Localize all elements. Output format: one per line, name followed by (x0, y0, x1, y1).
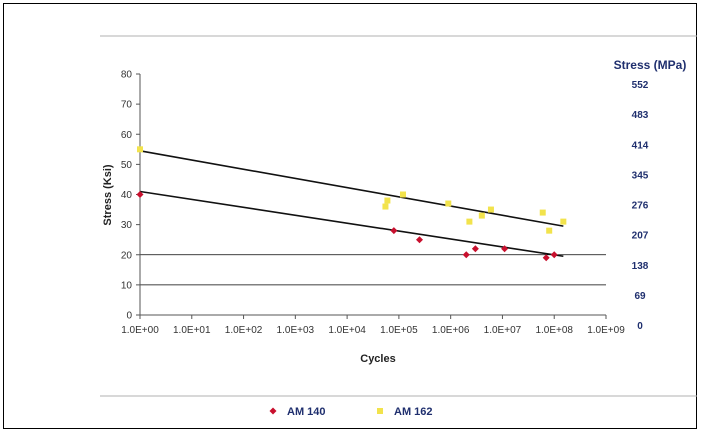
x-tick-label: 1.0E+06 (432, 325, 470, 336)
x-tick-label: 1.0E+02 (225, 325, 263, 336)
data-point (136, 191, 144, 198)
data-point (471, 245, 479, 253)
data-point (487, 206, 494, 213)
y-tick-label: 50 (121, 160, 133, 171)
y2-tick-label: 414 (632, 140, 649, 151)
y2-tick-label: 138 (632, 261, 649, 272)
data-point (466, 218, 473, 225)
data-point (462, 251, 470, 259)
data-point (539, 209, 546, 216)
data-point (390, 227, 398, 235)
y2-tick-labels: 0 69 138 207 276 345 414 483 552 (632, 80, 649, 332)
x-tick-label: 1.0E+04 (328, 325, 366, 336)
y2-tick-label: 69 (634, 291, 646, 302)
legend-label: AM 140 (287, 406, 326, 418)
trendline (139, 190, 564, 258)
data-point (550, 251, 558, 259)
chart-frame (3, 3, 697, 429)
data-points (136, 146, 567, 262)
x-tick-label: 1.0E+07 (484, 325, 522, 336)
data-point (382, 203, 389, 210)
data-point (415, 236, 423, 244)
data-point (384, 197, 391, 204)
y-tick-label: 80 (121, 70, 133, 81)
y2-tick-label: 207 (632, 231, 649, 242)
data-point (542, 254, 550, 262)
legend: AM 140 AM 162 (269, 406, 433, 418)
data-point (137, 146, 143, 153)
data-point (269, 407, 277, 415)
legend-label: AM 162 (394, 406, 433, 418)
data-point (445, 200, 452, 207)
x-tick-label: 1.0E+00 (121, 325, 159, 336)
trendline (139, 150, 564, 227)
y-tick-label: 20 (121, 250, 133, 261)
data-point (560, 218, 567, 225)
x-tick-label: 1.0E+08 (535, 325, 573, 336)
x-tick-labels: 1.0E+00 1.0E+01 1.0E+02 1.0E+03 1.0E+04 1.0E+… (121, 315, 625, 336)
y-tick-label: 60 (121, 130, 133, 141)
y2-tick-label: 0 (637, 321, 643, 332)
data-point (478, 212, 485, 219)
y2-tick-label: 483 (632, 110, 649, 121)
y-axis-label: Stress (Ksi) (102, 164, 114, 225)
x-tick-label: 1.0E+01 (173, 325, 211, 336)
y-tick-label: 40 (121, 190, 133, 201)
axes (139, 74, 606, 316)
x-tick-label: 1.0E+09 (587, 325, 625, 336)
y2-tick-label: 552 (632, 80, 649, 91)
y-tick-label: 30 (121, 220, 133, 231)
data-point (501, 245, 509, 253)
y2-axis-label: Stress (MPa) (614, 58, 687, 72)
data-point (399, 191, 406, 198)
y2-tick-label: 345 (632, 170, 649, 181)
y-tick-label: 70 (121, 100, 133, 111)
trendlines (139, 150, 564, 258)
y-tick-labels: 0 10 20 30 40 50 60 70 80 (121, 70, 140, 322)
data-point (546, 227, 553, 234)
x-axis-label: Cycles (360, 353, 395, 365)
y-tick-label: 10 (121, 280, 133, 291)
x-tick-label: 1.0E+03 (277, 325, 315, 336)
y-tick-label: 0 (126, 311, 132, 322)
data-point (377, 408, 383, 414)
gridlines (140, 254, 606, 286)
x-tick-label: 1.0E+05 (380, 325, 418, 336)
y2-tick-label: 276 (632, 201, 649, 212)
